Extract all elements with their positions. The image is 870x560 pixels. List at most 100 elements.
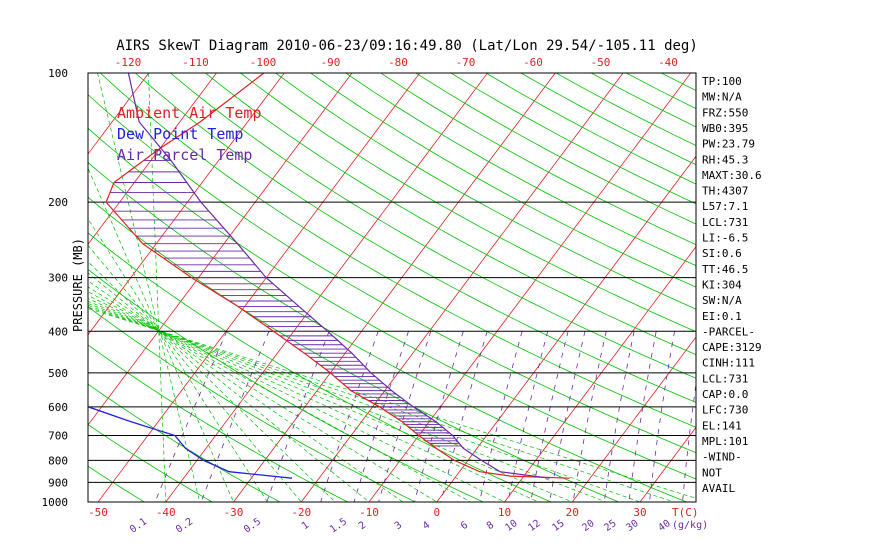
stats-line: RH:45.3: [702, 153, 748, 166]
mixing-ratio-line: [682, 381, 696, 502]
isotherm-line: [0, 73, 81, 502]
stats-line: CAPE:3129: [702, 341, 762, 354]
bottom-temp-tick-label: -30: [224, 506, 244, 519]
dry-adiabat-line: [0, 73, 9, 502]
mixing-ratio-line: [378, 331, 432, 502]
moist-adiabat-line: [88, 303, 607, 502]
pressure-tick-label: 900: [48, 476, 68, 489]
legend-entry: Air Parcel Temp: [117, 146, 252, 164]
dry-adiabat-line: [88, 344, 348, 502]
stats-line: AVAIL: [702, 482, 735, 495]
mixing-ratio-tick-label: 1: [300, 520, 311, 532]
stats-line: LFC:730: [702, 404, 748, 417]
mixing-ratio-tick-label: 0.1: [128, 516, 149, 535]
dry-adiabat-line: [485, 73, 696, 185]
dry-adiabat-line: [88, 162, 687, 502]
isotherm-line: [639, 426, 696, 502]
top-temp-tick-label: -90: [321, 56, 341, 69]
moist-adiabat-line: [88, 167, 234, 502]
dry-adiabat-line: [88, 383, 281, 502]
dry-adiabat-line: [345, 73, 696, 267]
stats-line: EI:0.1: [702, 310, 742, 323]
stats-line: MAXT:30.6: [702, 169, 762, 182]
bottom-temp-tick-label: 0: [433, 506, 440, 519]
mixing-ratio-tick-label: 2: [357, 520, 368, 532]
dry-adiabat-line: [88, 306, 416, 502]
pressure-tick-label: 500: [48, 367, 68, 380]
isotherm-line: [88, 73, 217, 245]
mixing-ratio-tick-label: 8: [485, 520, 496, 532]
pressure-tick-label: 400: [48, 325, 68, 338]
isotherm-line: [165, 73, 488, 502]
stats-line: LCL:731: [702, 216, 748, 229]
bottom-temp-tick-label: 30: [633, 506, 646, 519]
isotherm-line: [571, 336, 696, 502]
top-temp-tick-label: -80: [388, 56, 408, 69]
mixing-ratio-tick-label: 3: [393, 520, 404, 532]
top-temp-tick-label: -60: [523, 56, 543, 69]
stats-line: LCL:731: [702, 372, 748, 385]
stats-line: EL:141: [702, 419, 742, 432]
moist-adiabat-line: [88, 300, 573, 502]
top-temp-tick-label: -40: [658, 56, 678, 69]
moist-adiabat-line: [97, 73, 200, 502]
isotherm-line: [88, 73, 353, 426]
bottom-temp-tick-label: 20: [566, 506, 579, 519]
mixing-ratio-tick-label: 30: [624, 518, 640, 534]
isotherm-line: [233, 73, 556, 502]
dry-adiabat-line: [170, 73, 696, 379]
pressure-tick-label: 600: [48, 401, 68, 414]
moist-adiabat-line: [88, 244, 302, 502]
moist-adiabat-line: [88, 298, 539, 502]
stats-line: KI:304: [702, 278, 742, 291]
stats-line: SW:N/A: [702, 294, 742, 307]
bottom-temp-tick-label: -50: [88, 506, 108, 519]
moist-adiabat-line: [88, 306, 675, 502]
series-line-ambient-air-temp: [105, 73, 570, 479]
isotherm-line: [776, 73, 870, 502]
mixing-ratio-tick-label: 12: [526, 518, 542, 534]
mixing-ratio-line: [440, 331, 488, 502]
mixing-ratio-line: [603, 331, 635, 502]
top-temp-tick-label: -100: [250, 56, 277, 69]
moist-adiabat-line: [88, 280, 404, 502]
moist-adiabat-line: [88, 218, 268, 502]
moist-adiabat-line: [88, 304, 641, 502]
stats-line: -PARCEL-: [702, 325, 755, 338]
moist-adiabat-line: [88, 261, 336, 502]
stats-line: WB0:395: [702, 122, 748, 135]
bottom-temp-tick-label: 10: [498, 506, 511, 519]
moist-adiabat-line: [88, 291, 471, 502]
stats-line: CAP:0.0: [702, 388, 748, 401]
isotherm-line: [97, 73, 421, 502]
isotherm-line: [88, 73, 285, 336]
pressure-tick-label: 200: [48, 196, 68, 209]
dry-adiabat-line: [88, 232, 552, 502]
isotherm-line: [300, 73, 624, 502]
stats-line: CINH:111: [702, 357, 755, 370]
pressure-tick-label: 700: [48, 430, 68, 443]
top-temp-tick-label: -110: [182, 56, 209, 69]
series-line-dew-point-temp: [88, 406, 293, 479]
mixing-ratio-tick-label: 15: [550, 518, 566, 534]
isotherm-line: [504, 245, 696, 502]
mixing-ratio-tick-label: 6: [459, 520, 470, 532]
pressure-tick-label: 800: [48, 454, 68, 467]
mixing-ratio-line: [549, 331, 586, 502]
dry-adiabat-line: [88, 94, 696, 454]
dry-adiabat-line: [661, 73, 696, 92]
mixing-ratio-tick-label: 20: [580, 518, 596, 534]
mixing-ratio-line: [572, 331, 607, 502]
dry-adiabat-line: [135, 73, 696, 403]
legend-entry: Dew Point Temp: [117, 125, 243, 143]
pressure-tick-label: 1000: [42, 496, 69, 509]
isotherm-line: [436, 155, 696, 502]
stats-line: TH:4307: [702, 185, 748, 198]
mixing-ratio-tick-label: 1.5: [328, 516, 349, 535]
stats-line: MPL:101: [702, 435, 748, 448]
dry-adiabat-line: [240, 73, 696, 333]
dry-adiabat-line: [310, 73, 696, 288]
mixing-ratio-tick-label: 4: [421, 520, 432, 532]
dry-adiabat-line: [205, 73, 696, 356]
y-axis-label: PRESSURE (MB): [71, 238, 85, 332]
